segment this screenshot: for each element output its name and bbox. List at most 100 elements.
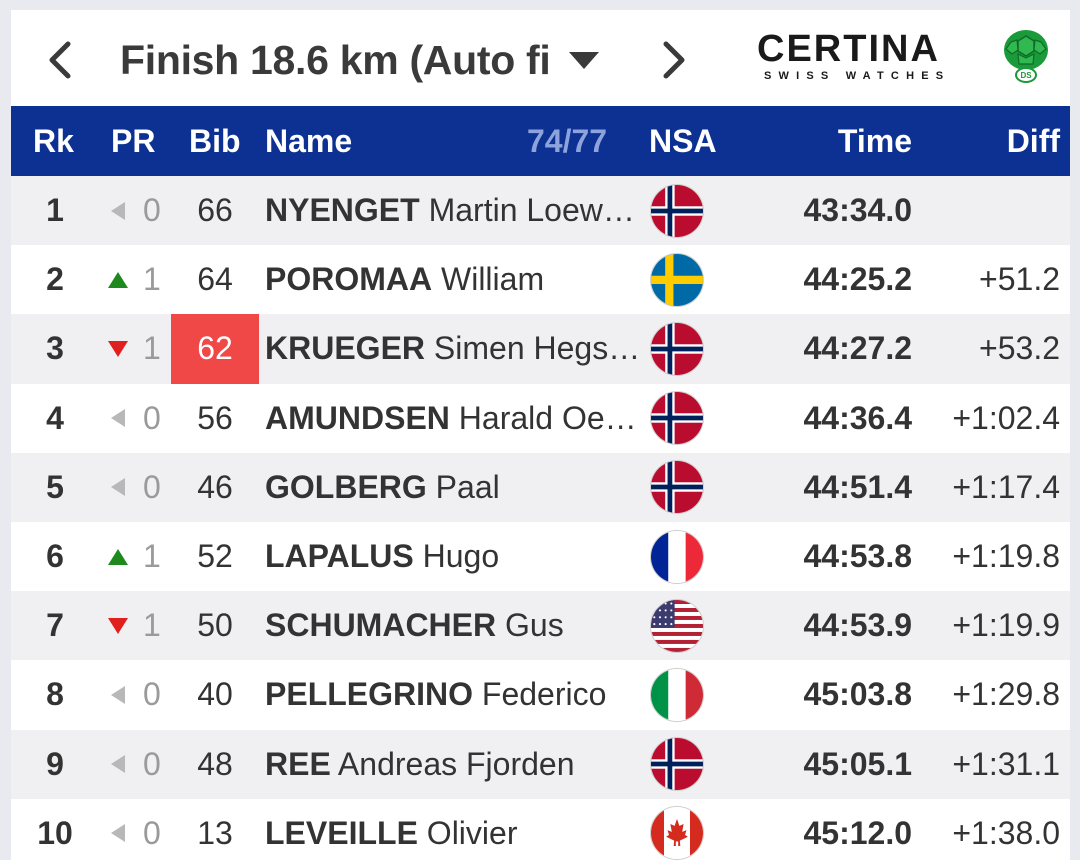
athlete-first-name: Martin Loewstroem xyxy=(428,192,643,229)
column-time[interactable]: Time xyxy=(837,123,912,159)
athlete-last-name: POROMAA xyxy=(265,261,433,298)
rank-unchanged-icon xyxy=(107,822,129,844)
rank-unchanged-icon xyxy=(107,200,129,222)
position-change-cell: 0 xyxy=(103,176,167,245)
nsa-cell xyxy=(649,384,705,453)
athlete-first-name: Harald Oestberg xyxy=(458,399,643,436)
position-change-value: 0 xyxy=(143,676,161,713)
table-row[interactable]: 3 1 62 KRUEGER Simen Hegstad 44:27.2 +53.2 xyxy=(11,314,1070,384)
flag-nor-icon xyxy=(650,391,704,446)
bib-cell: 46 xyxy=(197,468,233,505)
athlete-name-cell[interactable]: GOLBERG Paal xyxy=(265,453,643,522)
athlete-first-name: William xyxy=(441,261,545,298)
athlete-last-name: PELLEGRINO xyxy=(265,676,474,713)
column-rank[interactable]: Rk xyxy=(33,123,74,159)
split-dropdown-label: Finish 18.6 km (Auto fi xyxy=(120,36,551,83)
athlete-name-cell[interactable]: POROMAA William xyxy=(265,245,643,314)
rank-down-icon xyxy=(107,338,129,360)
position-change-value: 1 xyxy=(143,538,161,575)
rank-up-icon xyxy=(107,546,129,568)
position-change-value: 1 xyxy=(143,607,161,644)
athlete-first-name: Gus xyxy=(505,607,564,644)
flag-nor-icon xyxy=(650,460,704,515)
athlete-first-name: Paal xyxy=(435,468,500,505)
athlete-last-name: KRUEGER xyxy=(265,330,426,367)
result-count: 74/77 xyxy=(527,123,608,159)
table-row[interactable]: 9 0 48 REE Andreas Fjorden 45:05.1 +1:31.1 xyxy=(11,729,1070,799)
time-cell: 45:12.0 xyxy=(803,814,912,851)
table-row[interactable]: 10 0 13 LEVEILLE Olivier 45:12.0 +1:38.0 xyxy=(11,798,1070,860)
athlete-last-name: REE xyxy=(265,745,331,782)
certina-logo: CERTINA SWISS WATCHES DS xyxy=(757,28,1053,92)
diff-cell: +1:17.4 xyxy=(952,468,1060,505)
next-split-button[interactable] xyxy=(655,38,695,82)
diff-cell: +1:29.8 xyxy=(952,676,1060,713)
nsa-cell xyxy=(649,453,705,522)
table-row[interactable]: 4 0 56 AMUNDSEN Harald Oestberg 44:36.4 +1:02… xyxy=(11,383,1070,453)
rank-cell: 2 xyxy=(46,261,64,298)
diff-cell: +1:02.4 xyxy=(952,399,1060,436)
position-change-value: 1 xyxy=(143,330,161,367)
athlete-name-cell[interactable]: REE Andreas Fjorden xyxy=(265,730,643,799)
table-row[interactable]: 8 0 40 PELLEGRINO Federico 45:03.8 +1:29.8 xyxy=(11,660,1070,730)
position-change-value: 0 xyxy=(143,192,161,229)
table-row[interactable]: 1 0 66 NYENGET Martin Loewstroem 43:34.0 xyxy=(11,176,1070,246)
athlete-name-cell[interactable]: LEVEILLE Olivier xyxy=(265,799,643,860)
bib-cell: 52 xyxy=(197,538,233,575)
flag-usa-icon xyxy=(650,598,704,653)
athlete-name-cell[interactable]: LAPALUS Hugo xyxy=(265,522,643,591)
column-pr[interactable]: PR xyxy=(111,123,156,159)
diff-cell: +1:31.1 xyxy=(952,745,1060,782)
position-change-cell: 0 xyxy=(103,384,167,453)
nsa-cell xyxy=(649,730,705,799)
athlete-name-cell[interactable]: NYENGET Martin Loewstroem xyxy=(265,176,643,245)
athlete-first-name: Simen Hegstad xyxy=(433,330,643,367)
athlete-name-cell[interactable]: PELLEGRINO Federico xyxy=(265,660,643,729)
table-row[interactable]: 5 0 46 GOLBERG Paal 44:51.4 +1:17.4 xyxy=(11,452,1070,522)
table-row[interactable]: 2 1 64 POROMAA William 44:25.2 +51.2 xyxy=(11,245,1070,315)
position-change-cell: 0 xyxy=(103,453,167,522)
time-cell: 44:53.8 xyxy=(803,538,912,575)
position-change-cell: 0 xyxy=(103,799,167,860)
previous-split-button[interactable] xyxy=(39,38,79,82)
flag-swe-icon xyxy=(650,252,704,307)
rank-cell: 10 xyxy=(37,814,73,851)
rank-cell: 1 xyxy=(46,192,64,229)
athlete-last-name: LEVEILLE xyxy=(265,814,418,851)
column-diff[interactable]: Diff xyxy=(1006,123,1060,159)
diff-cell: +53.2 xyxy=(979,330,1060,367)
results-panel: Finish 18.6 km (Auto fi CERTINA SWISS WA… xyxy=(11,10,1070,860)
diff-cell: +1:38.0 xyxy=(952,814,1060,851)
athlete-name-cell[interactable]: KRUEGER Simen Hegstad xyxy=(265,314,643,383)
time-cell: 44:36.4 xyxy=(803,399,912,436)
nsa-cell xyxy=(649,245,705,314)
sponsor-tagline: SWISS WATCHES xyxy=(764,70,951,82)
athlete-first-name: Hugo xyxy=(422,538,500,575)
athlete-last-name: LAPALUS xyxy=(265,538,414,575)
athlete-last-name: GOLBERG xyxy=(265,468,427,505)
nsa-cell xyxy=(649,522,705,591)
column-bib[interactable]: Bib xyxy=(189,123,241,159)
split-dropdown[interactable]: Finish 18.6 km (Auto fi xyxy=(120,32,610,88)
sponsor-name: CERTINA xyxy=(757,28,940,70)
column-name[interactable]: Name xyxy=(265,123,353,159)
table-row[interactable]: 7 1 50 SCHUMACHER Gus 44:53.9 +1:19.9 xyxy=(11,591,1070,661)
athlete-name-cell[interactable]: SCHUMACHER Gus xyxy=(265,591,643,660)
bib-cell: 64 xyxy=(197,261,233,298)
flag-nor-icon xyxy=(650,183,704,238)
rank-up-icon xyxy=(107,269,129,291)
nsa-cell xyxy=(649,314,705,383)
rank-cell: 4 xyxy=(46,399,64,436)
rank-unchanged-icon xyxy=(107,476,129,498)
time-cell: 45:03.8 xyxy=(803,676,912,713)
flag-fra-icon xyxy=(650,529,704,584)
position-change-value: 0 xyxy=(143,399,161,436)
athlete-name-cell[interactable]: AMUNDSEN Harald Oestberg xyxy=(265,384,643,453)
position-change-value: 0 xyxy=(143,468,161,505)
table-row[interactable]: 6 1 52 LAPALUS Hugo 44:53.8 +1:19.8 xyxy=(11,521,1070,592)
athlete-last-name: NYENGET xyxy=(265,192,420,229)
column-nsa[interactable]: NSA xyxy=(649,123,717,159)
position-change-cell: 1 xyxy=(103,314,167,383)
time-cell: 44:27.2 xyxy=(803,330,912,367)
